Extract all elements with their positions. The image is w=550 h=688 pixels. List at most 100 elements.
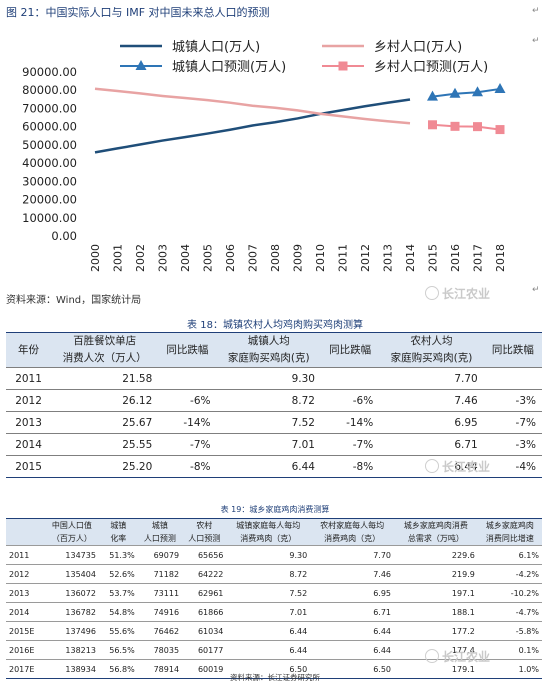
table18-cell [320, 367, 380, 390]
table19-cell: 2013 [6, 583, 45, 603]
table19-header-row: 中国人口值 （百万人） 城镇 化率 城镇 人口预测 农村 人口预测 城镇家庭每人每均 消费鸡肉（克… [6, 518, 542, 546]
table18-cell: -6% [158, 389, 217, 412]
table19-cell: 7.01 [226, 602, 311, 622]
table19-cell: 78914 [137, 659, 183, 679]
table18-header-cell: 农村人均 家庭购买鸡肉(克) [379, 332, 484, 368]
y-tick-label: 80000.00 [22, 83, 77, 97]
data-point-triangle [494, 82, 506, 93]
table19-cell: 6.71 [310, 602, 395, 622]
figure-title: 图 21：中国实际人口与 IMF 对中国未来总人口的预测 [6, 6, 270, 19]
table18-row: 2014 25.55 -7% 7.01 -7% 6.71 -3% [6, 433, 542, 456]
table18-cell: 7.70 [379, 367, 484, 390]
y-tick-label: 20000.00 [22, 193, 77, 207]
x-tick-label: 2015 [427, 244, 440, 272]
x-tick-label: 2014 [404, 244, 417, 272]
table18-cell: 25.67 [51, 411, 159, 434]
table19-cell: 138934 [44, 659, 99, 679]
table19-cell: 177.2 [394, 621, 478, 641]
table19-cell: 54.8% [98, 602, 138, 622]
table18-cell: -14% [158, 411, 217, 434]
series-line [94, 87, 411, 125]
table19-row: 2013 136072 53.7% 73111 62961 7.52 6.95 197.1 -1… [6, 583, 542, 603]
x-tick-label: 2005 [202, 244, 215, 272]
table18-cell: 26.12 [51, 389, 159, 412]
x-tick-label: 2007 [247, 244, 260, 272]
table19-title: 表 19：城乡家庭鸡肉消费测算 [220, 505, 330, 514]
x-tick-label: 2011 [337, 244, 350, 272]
table19-cell: 52.6% [98, 564, 138, 584]
table19-cell: 56.5% [98, 640, 138, 660]
watermark: 长江农业 [425, 285, 490, 302]
x-tick-label: 2000 [89, 244, 102, 272]
table19-source: 资料来源：长江证券研究所 [230, 673, 320, 682]
table18-cell: 6.95 [379, 411, 484, 434]
table19-cell: 71182 [137, 564, 183, 584]
table19-cell: 2014 [6, 602, 45, 622]
table19-cell: 2017E [6, 659, 45, 679]
table19-header-cell: 城乡家庭鸡肉消费 总需求（万吨） [394, 518, 478, 546]
table18-cell: 7.46 [379, 389, 484, 412]
table18-title: 表 18：城镇农村人均鸡肉购买鸡肉测算 [187, 320, 363, 331]
table19-header-cell: 中国人口值 （百万人） [44, 518, 99, 546]
table19-cell: 60019 [182, 659, 227, 679]
table19-cell: 0.1% [477, 640, 542, 660]
y-tick-label: 70000.00 [22, 101, 77, 115]
data-point-triangle [472, 86, 483, 97]
table18-row: 2011 21.58 9.30 7.70 [6, 367, 542, 390]
table19-row: 2012 135404 52.6% 71182 64222 8.72 7.46 219.9 -4… [6, 564, 542, 584]
x-tick-label: 2010 [314, 244, 327, 272]
x-tick-label: 2004 [179, 244, 192, 272]
table19-cell: 61866 [182, 602, 227, 622]
table18-cell [483, 367, 542, 390]
table19-cell: 136782 [44, 602, 99, 622]
paragraph-mark-icon: ↵ [532, 6, 540, 16]
table19-cell: -5.8% [477, 621, 542, 641]
table18-cell: 6.44 [216, 455, 321, 478]
legend-label: 乡村人口预测(万人) [374, 60, 488, 75]
table18-cell: 2011 [6, 367, 52, 390]
table18-header-row: 年份 百胜餐饮单店 消费人次（万人） 同比跌幅 城镇人均 家庭购买鸡肉(克) 同比跌幅 农村人… [6, 332, 542, 368]
table19-cell: 7.70 [310, 545, 395, 565]
table18-cell [158, 367, 217, 390]
table19-row: 2011 134735 51.3% 69079 65656 9.30 7.70 229.6 6.… [6, 545, 542, 565]
legend-marker-triangle [135, 60, 147, 70]
series-line [432, 123, 501, 131]
chart-source: 资料来源：Wind，国家统计局 [6, 295, 142, 306]
table19-cell: 65656 [182, 545, 227, 565]
table18-row: 2015 25.20 -8% 6.44 -8% 6.44 -4% [6, 455, 542, 478]
series-line [94, 98, 411, 154]
table18-cell: -7% [320, 433, 380, 456]
table19-cell: -10.2% [477, 583, 542, 603]
table18-cell: 2014 [6, 433, 52, 456]
table18-row: 2013 25.67 -14% 7.52 -14% 6.95 -7% [6, 411, 542, 434]
x-tick-label: 2008 [269, 244, 282, 272]
table19-cell: 2015E [6, 621, 45, 641]
table19-cell: 61034 [182, 621, 227, 641]
table18-cell: -8% [320, 455, 380, 478]
table19-cell: 7.46 [310, 564, 395, 584]
data-point-square [495, 125, 505, 135]
table19-header-cell: 农村 人口预测 [182, 518, 227, 546]
x-tick-label: 2001 [112, 244, 125, 272]
wechat-logo-icon [425, 649, 439, 663]
paragraph-mark-icon: ↵ [532, 36, 540, 46]
table18-cell: 7.52 [216, 411, 321, 434]
y-tick-label: 0.00 [51, 229, 77, 243]
table19-header-cell [6, 518, 45, 546]
table19-cell: 73111 [137, 583, 183, 603]
y-tick-label: 50000.00 [22, 138, 77, 152]
table18-header-cell: 同比跌幅 [320, 332, 380, 368]
line-chart: 0.00 10000.00 20000.00 30000.00 40000.00 5000… [22, 40, 507, 272]
y-tick-label: 30000.00 [22, 174, 77, 188]
legend-label: 乡村人口(万人) [374, 40, 462, 55]
table19-row: 2016E 138213 56.5% 78035 60177 6.44 6.44 177.4 0… [6, 640, 542, 660]
table18-cell: -7% [483, 411, 542, 434]
table19-cell: 229.6 [394, 545, 478, 565]
table19-cell: 53.7% [98, 583, 138, 603]
y-tick-label: 40000.00 [22, 156, 77, 170]
table19-cell: 134735 [44, 545, 99, 565]
table19-cell: 6.44 [226, 640, 311, 660]
y-tick-label: 90000.00 [22, 65, 77, 79]
table18-cell: 2012 [6, 389, 52, 412]
table18-cell: 6.71 [379, 433, 484, 456]
